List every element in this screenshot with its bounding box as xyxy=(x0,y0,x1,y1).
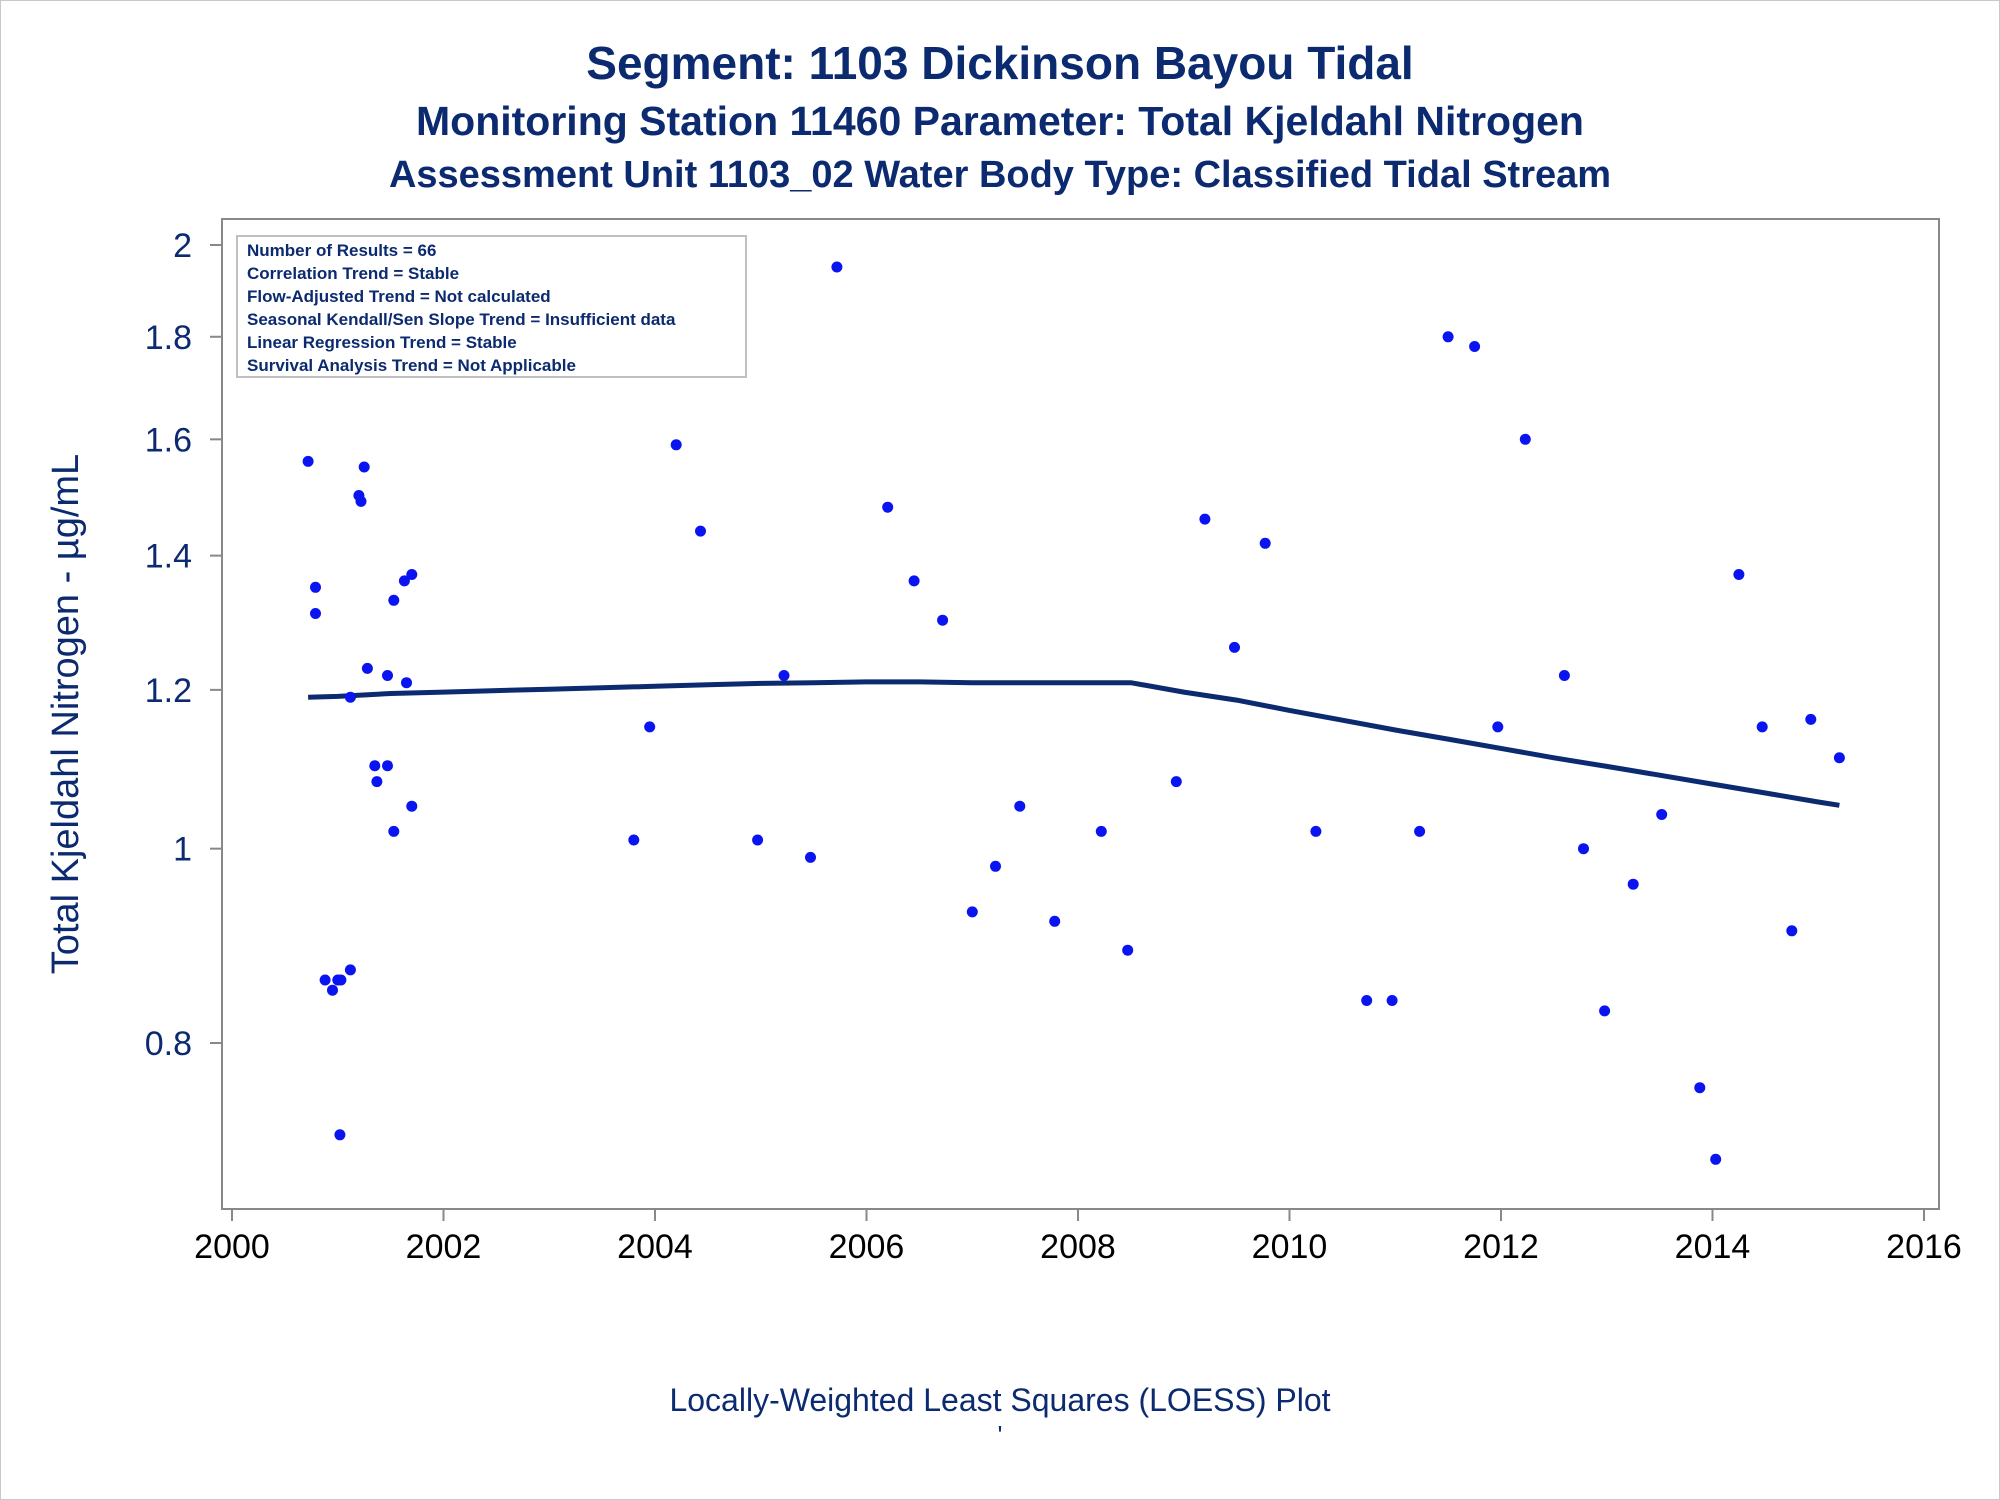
plot-caption: Locally-Weighted Least Squares (LOESS) P… xyxy=(669,1382,1331,1418)
data-point xyxy=(1756,721,1768,733)
loess-line xyxy=(308,679,1840,808)
y-tick-label: 1.4 xyxy=(145,538,192,576)
data-point xyxy=(1710,1153,1722,1165)
data-point xyxy=(1469,341,1481,352)
data-point xyxy=(1442,331,1454,343)
data-point xyxy=(1310,825,1322,837)
data-point xyxy=(1805,713,1817,725)
data-point xyxy=(302,455,314,467)
data-point xyxy=(778,670,790,681)
chart-subtitle: Monitoring Station 11460 Parameter: Tota… xyxy=(416,98,1584,144)
stats-line: Survival Analysis Trend = Not Applicable xyxy=(247,356,576,375)
data-point xyxy=(1492,721,1504,733)
stats-box-border xyxy=(236,235,747,378)
data-point xyxy=(401,677,412,689)
data-point xyxy=(355,495,367,507)
data-point xyxy=(644,721,656,733)
data-point xyxy=(1627,878,1639,890)
stats-line: Seasonal Kendall/Sen Slope Trend = Insuf… xyxy=(247,310,676,329)
y-tick-label: 0.8 xyxy=(145,1025,192,1063)
data-point xyxy=(344,964,356,976)
x-tick-label: 2014 xyxy=(1675,1228,1751,1266)
data-point xyxy=(406,569,418,580)
chart-subtitle-2: Assessment Unit 1103_02 Water Body Type:… xyxy=(388,154,1612,196)
y-tick-label: 1.2 xyxy=(145,672,192,710)
caption-mark: ' xyxy=(997,1420,1003,1450)
data-point xyxy=(358,461,370,473)
data-point xyxy=(1694,1082,1706,1094)
x-tick-label: 2008 xyxy=(1040,1228,1116,1266)
data-point xyxy=(695,525,706,537)
stats-line: Linear Regression Trend = Stable xyxy=(247,333,517,352)
data-point xyxy=(1519,433,1531,445)
data-point xyxy=(882,501,894,513)
data-point xyxy=(1122,944,1134,956)
data-point xyxy=(670,439,682,451)
data-point xyxy=(1786,925,1798,937)
x-tick-label: 2000 xyxy=(194,1228,270,1266)
data-point xyxy=(334,1129,346,1141)
data-point xyxy=(628,834,640,846)
data-point xyxy=(388,825,400,837)
x-axis: 2000 2002 2004 2006 2008 2010 2012 2014 2016 xyxy=(194,1209,1962,1266)
data-point xyxy=(1095,825,1107,837)
x-tick-label: 2010 xyxy=(1252,1228,1328,1266)
data-point xyxy=(966,906,978,918)
data-point xyxy=(1259,537,1271,549)
data-point xyxy=(1599,1005,1611,1017)
data-point xyxy=(1414,825,1426,837)
y-axis-label: Total Kjeldahl Nitrogen - µg/mL xyxy=(45,454,87,974)
data-points xyxy=(302,235,1845,1165)
data-point xyxy=(1229,641,1240,653)
y-axis: 0.8 1 1.2 1.4 1.6 1.8 2 xyxy=(145,227,222,1063)
data-point xyxy=(1361,995,1373,1006)
data-point xyxy=(1049,915,1061,927)
data-point xyxy=(344,691,356,703)
data-point xyxy=(752,834,764,846)
data-point xyxy=(990,860,1001,872)
plot-area xyxy=(221,218,1940,1210)
data-point xyxy=(1733,569,1745,580)
data-point xyxy=(319,974,331,986)
chart-title: Segment: 1103 Dickinson Bayou Tidal xyxy=(586,37,1414,89)
data-point xyxy=(398,575,410,587)
stats-line: Number of Results = 66 xyxy=(247,241,436,260)
data-point xyxy=(937,614,949,626)
data-point xyxy=(1833,752,1845,764)
data-point xyxy=(1386,995,1398,1006)
data-point xyxy=(388,594,400,606)
y-tick-label: 2 xyxy=(173,227,192,265)
data-point xyxy=(831,261,843,273)
stats-box: Number of Results = 66 Correlation Trend … xyxy=(236,235,747,378)
data-point xyxy=(908,575,920,587)
data-point xyxy=(371,776,383,788)
data-point xyxy=(361,662,373,674)
data-point xyxy=(310,581,321,593)
data-point xyxy=(1170,776,1182,788)
x-tick-label: 2012 xyxy=(1463,1228,1539,1266)
data-point xyxy=(406,800,418,812)
data-point xyxy=(1656,809,1668,820)
x-tick-label: 2004 xyxy=(617,1228,693,1266)
data-point xyxy=(1014,800,1026,812)
x-tick-label: 2002 xyxy=(406,1228,482,1266)
data-point xyxy=(310,608,321,619)
data-point xyxy=(369,760,381,772)
data-point xyxy=(382,760,393,772)
data-point xyxy=(1578,843,1589,855)
data-point xyxy=(327,984,338,996)
data-point xyxy=(1199,513,1211,525)
data-point xyxy=(1558,670,1570,681)
x-tick-label: 2006 xyxy=(829,1228,905,1266)
y-tick-label: 1.6 xyxy=(145,421,192,459)
data-point xyxy=(382,670,393,681)
stats-line: Flow-Adjusted Trend = Not calculated xyxy=(247,287,551,306)
y-tick-label: 1 xyxy=(173,831,192,869)
y-tick-label: 1.8 xyxy=(145,319,192,357)
x-tick-label: 2016 xyxy=(1886,1228,1962,1266)
stats-line: Correlation Trend = Stable xyxy=(247,264,459,283)
data-point xyxy=(805,851,816,863)
data-point xyxy=(335,974,347,986)
